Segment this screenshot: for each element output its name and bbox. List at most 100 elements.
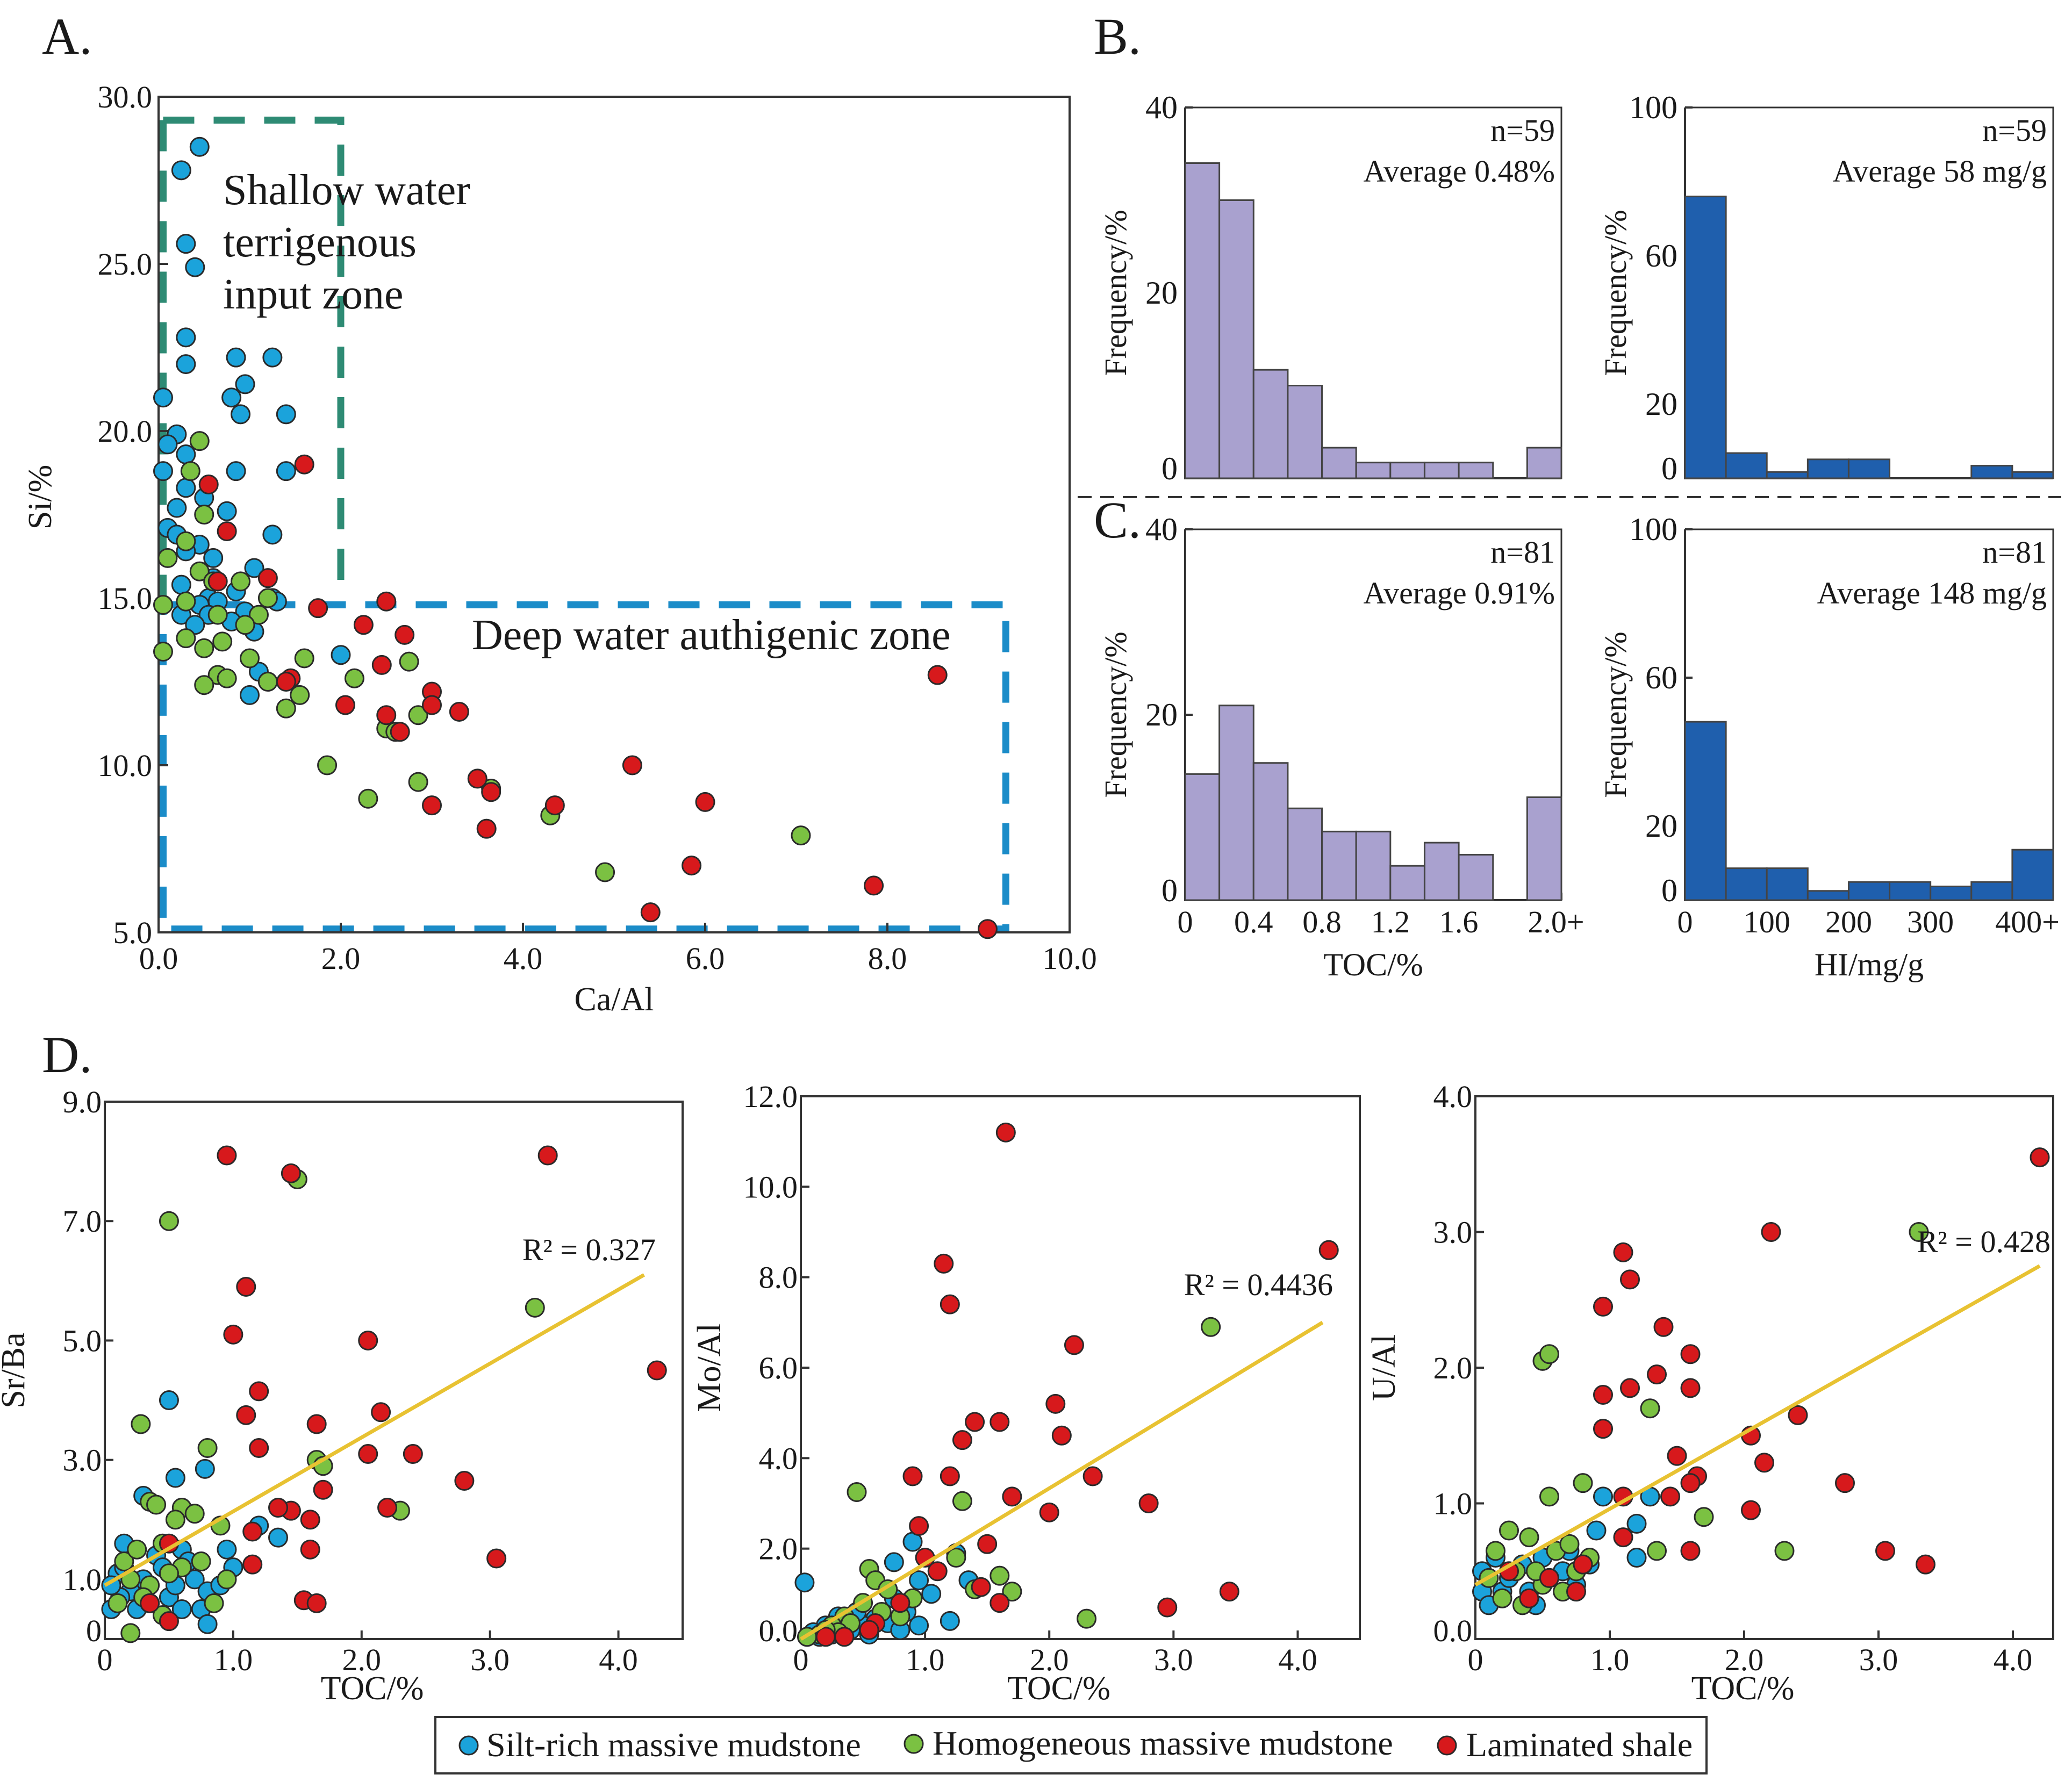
d-point-lam	[1064, 1335, 1084, 1355]
panel-a-point-silt	[276, 404, 296, 425]
d-ytick-label-D3: 3.0	[1433, 1215, 1473, 1250]
d-point-lam	[1761, 1222, 1781, 1242]
d-ytick-label-D2: 2.0	[759, 1532, 798, 1567]
d-point-lam	[1788, 1405, 1808, 1425]
d-ylabel-D1: Sr/Ba	[0, 1332, 32, 1408]
hist-ytick-label-C-HI: 60	[1645, 660, 1677, 695]
d-point-lam	[454, 1471, 475, 1491]
hist-bar-B-HI	[1970, 465, 2013, 479]
d-point-silt	[268, 1527, 288, 1548]
panel-a-ylabel: Si/%	[22, 465, 59, 530]
hist-bar-C-HI	[1725, 867, 1768, 901]
d-point-homog	[107, 1593, 128, 1613]
panel-a-point-homog	[290, 685, 310, 705]
d-xtick-label-D1: 0	[97, 1642, 113, 1677]
panel-a-point-homog	[294, 648, 314, 669]
panel-a-point-lam	[335, 695, 355, 715]
d-ytick-label-D3: 1.0	[1433, 1486, 1473, 1521]
hist-bar-C-HI	[1806, 890, 1849, 901]
hist-bar-C-HI	[1766, 867, 1809, 901]
d-point-lam	[236, 1405, 256, 1425]
d-ytick-label-D1: 3.0	[63, 1443, 102, 1478]
panel-d-label: D.	[42, 1026, 92, 1083]
d-point-silt	[921, 1584, 942, 1604]
d-xtick-label-D1: 1.0	[214, 1642, 253, 1677]
d-point-homog	[1539, 1344, 1559, 1364]
hist-n-label-C-TOC: n=81	[1490, 535, 1555, 570]
d-ylabel-D3: U/Al	[1366, 1334, 1402, 1401]
hist-n-label-B-HI: n=59	[1982, 113, 2047, 148]
d-xlabel-D3: TOC/%	[1691, 1670, 1795, 1707]
panel-a-point-homog	[408, 705, 428, 725]
hist-avg-label-C-HI: Average 148 mg/g	[1817, 576, 2047, 610]
shallow-zone-label: Shallow water	[223, 167, 470, 214]
d-point-homog	[1201, 1317, 1221, 1337]
text-layer: 0.0 2.0 4.0 6.0 8.0 10.0 5.0 10.0 15.0 20.0 25.0 30…	[0, 8, 2060, 1764]
hist-bar-B-TOC	[1218, 199, 1254, 479]
d-point-lam	[902, 1466, 923, 1486]
panel-a-point-lam	[467, 768, 487, 789]
d-point-homog	[217, 1569, 237, 1590]
d-point-homog	[1486, 1541, 1505, 1561]
panel-a-point-silt	[171, 160, 191, 181]
d-point-homog	[1573, 1473, 1593, 1493]
d-xtick-label-D1: 4.0	[599, 1642, 638, 1677]
d-point-lam	[300, 1510, 320, 1530]
legend-swatch-homog	[904, 1734, 924, 1754]
d-point-lam	[1593, 1385, 1613, 1405]
d-point-lam	[217, 1145, 237, 1166]
d-ytick-label-D3: 2.0	[1433, 1350, 1473, 1385]
d-point-lam	[927, 1561, 948, 1582]
d-point-lam	[1051, 1425, 1072, 1446]
d-point-homog	[946, 1548, 966, 1568]
panel-a-point-lam	[544, 795, 565, 816]
legend-label-silt: Silt-rich massive mudstone	[486, 1726, 861, 1764]
panel-a-point-homog	[217, 668, 237, 688]
panel-a-ytick-label: 20.0	[98, 414, 153, 449]
panel-a-point-homog	[276, 698, 296, 719]
d-point-homog	[114, 1551, 134, 1572]
d-ytick-label-D2: 6.0	[759, 1350, 798, 1385]
panel-a-point-silt	[176, 444, 196, 465]
panel-a-point-homog	[257, 672, 278, 692]
panel-label-C-TOC: C.	[1094, 491, 1141, 549]
panel-a-point-lam	[371, 655, 392, 675]
panel-a-point-lam	[927, 665, 948, 685]
hist-xtick-label-C-TOC: 1.2	[1371, 904, 1410, 939]
d-point-homog	[127, 1539, 147, 1560]
d-point-lam	[306, 1593, 327, 1613]
d-point-lam	[859, 1620, 879, 1640]
panel-a-point-silt	[262, 525, 283, 545]
panel-a-ytick-label: 30.0	[98, 80, 153, 114]
panel-a-point-silt	[217, 501, 237, 521]
d-xlabel-D1: TOC/%	[321, 1670, 424, 1707]
panel-a-ytick-label: 15.0	[98, 581, 153, 616]
d-point-homog	[191, 1551, 211, 1572]
panel-a-xtick-label: 4.0	[504, 941, 543, 976]
d-point-lam	[1647, 1364, 1667, 1385]
hist-bar-C-TOC	[1184, 773, 1221, 901]
hist-bar-B-TOC	[1389, 462, 1425, 479]
d-point-homog	[1647, 1541, 1667, 1561]
hist-ytick-label-B-HI: 100	[1629, 90, 1677, 125]
hist-bar-C-TOC	[1423, 842, 1460, 901]
d-point-lam	[1620, 1378, 1640, 1398]
d-point-homog	[1909, 1222, 1929, 1242]
hist-xtick-label-C-TOC: 0	[1178, 904, 1193, 939]
marks-layer	[101, 136, 2054, 1756]
hist-bar-B-TOC	[1321, 447, 1357, 479]
hist-frame-C-TOC	[1185, 528, 1562, 900]
d-point-homog	[120, 1623, 141, 1643]
d-point-lam	[2030, 1147, 2050, 1168]
panel-a-point-silt	[276, 461, 296, 482]
panel-a-point-lam	[977, 919, 998, 939]
panel-a-point-silt	[226, 347, 246, 368]
d-point-lam	[977, 1534, 998, 1554]
d-point-lam	[965, 1412, 985, 1432]
d-frame-D1	[104, 1101, 684, 1640]
d-point-homog	[197, 1438, 218, 1458]
panel-a-point-lam	[682, 856, 702, 876]
panel-a-point-lam	[207, 571, 228, 592]
d-xtick-label-D2: 4.0	[1278, 1642, 1317, 1677]
